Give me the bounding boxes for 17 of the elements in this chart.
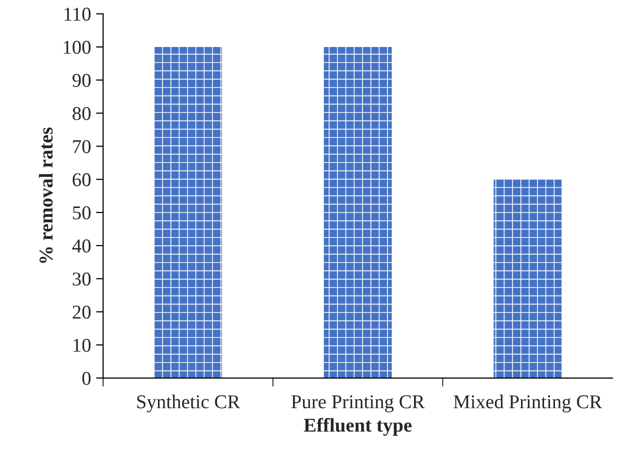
x-axis-title: Effluent type: [304, 418, 412, 436]
y-tick-label: 10: [74, 338, 91, 352]
y-tick-label: 100: [64, 40, 91, 54]
y-tick-label: 70: [73, 140, 91, 154]
y-tick-label: 0: [82, 372, 91, 385]
y-tick-label: 110: [64, 8, 91, 21]
x-tick-label: Synthetic CR: [137, 394, 240, 412]
y-tick-label: 80: [72, 106, 91, 120]
y-tick-label: 20: [72, 306, 91, 319]
y-tick-label: 90: [72, 74, 91, 87]
x-tick-label: Pure Printing CR: [291, 395, 425, 412]
y-tick-label: 50: [73, 206, 91, 220]
x-tick-label: Mixed Printing CR: [454, 394, 602, 412]
y-tick-label: 30: [72, 272, 91, 286]
y-tick-label: 40: [72, 239, 91, 253]
y-axis-title: % removal rates: [38, 127, 53, 263]
y-tick-label: 60: [72, 173, 91, 186]
